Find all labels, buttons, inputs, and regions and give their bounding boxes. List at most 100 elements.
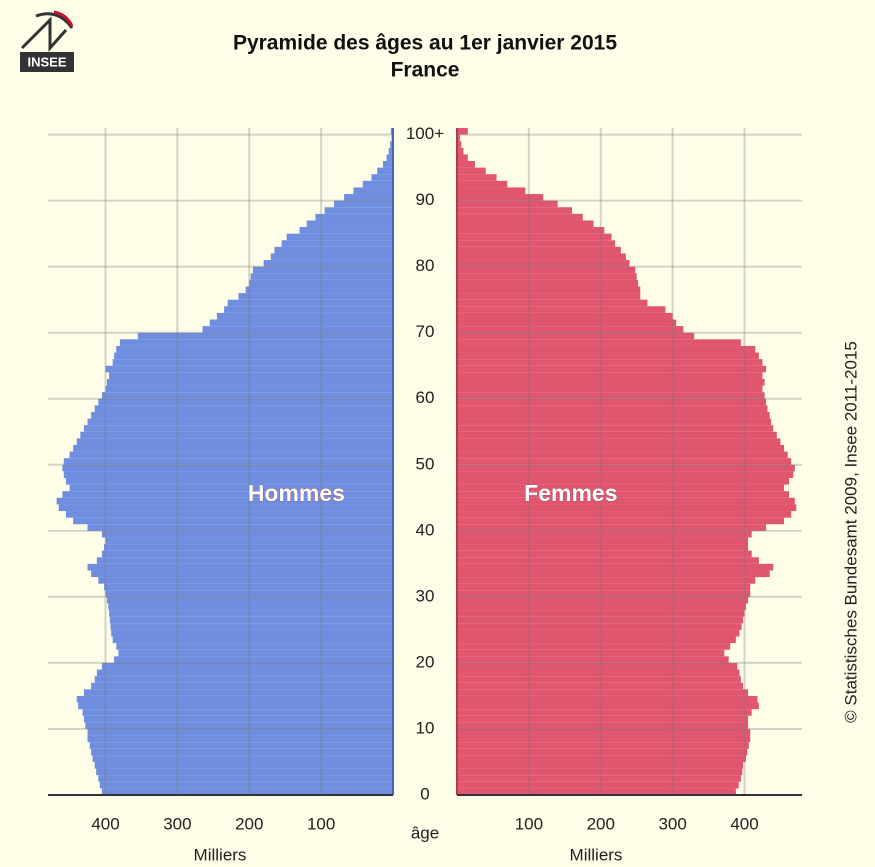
logo-text: INSEE <box>27 54 66 69</box>
bar <box>334 200 393 208</box>
bar <box>457 425 774 432</box>
bar <box>252 266 393 274</box>
bar <box>457 689 749 696</box>
bar <box>457 418 772 426</box>
bar <box>69 484 393 492</box>
bar <box>65 511 393 518</box>
bar <box>457 141 462 148</box>
bar <box>457 253 626 261</box>
bar <box>87 563 393 571</box>
bar <box>80 431 393 439</box>
x-tick-label: 100 <box>307 814 335 833</box>
bar <box>91 570 393 578</box>
bar <box>457 279 639 287</box>
bar <box>457 530 752 538</box>
bar <box>250 273 393 280</box>
x-tick-label: 200 <box>235 814 263 833</box>
bar <box>457 735 751 743</box>
bar <box>457 695 758 703</box>
bar <box>76 438 393 445</box>
bar <box>457 213 583 221</box>
bar <box>101 662 393 670</box>
credit: © Statistisches Bundesamt 2009, Insee 20… <box>841 341 860 723</box>
bar <box>457 260 630 267</box>
x-tick-label: 300 <box>163 814 191 833</box>
bar <box>299 227 393 234</box>
bar <box>56 497 393 505</box>
bar <box>63 458 393 465</box>
bar <box>457 722 749 729</box>
bar <box>457 458 792 465</box>
bar <box>457 392 765 399</box>
y-tick-label: 80 <box>416 256 435 275</box>
bar <box>457 610 745 617</box>
bar <box>96 669 393 677</box>
x-tick-label: 200 <box>587 814 615 833</box>
bar <box>371 174 393 181</box>
bar <box>457 378 765 386</box>
bar <box>457 405 768 412</box>
bar <box>137 332 393 340</box>
bar <box>87 524 393 531</box>
y-tick-label: 100+ <box>406 124 444 143</box>
bar <box>73 444 393 452</box>
bar <box>457 444 785 452</box>
bar <box>457 187 526 195</box>
bar <box>457 207 572 214</box>
bar <box>245 286 393 294</box>
bar <box>457 570 770 578</box>
bar <box>83 425 393 432</box>
bar <box>457 319 677 327</box>
bar <box>96 557 393 564</box>
bar <box>457 286 641 294</box>
bar <box>98 398 393 406</box>
bar <box>286 233 393 241</box>
bar <box>457 478 790 485</box>
bar <box>457 715 749 723</box>
bar <box>457 742 749 749</box>
bar <box>457 306 666 313</box>
bar <box>281 240 393 247</box>
bar <box>76 695 393 703</box>
bar <box>457 656 729 663</box>
bar <box>227 299 393 307</box>
bar <box>457 451 788 459</box>
bar <box>382 161 393 168</box>
bar <box>457 365 767 373</box>
bar <box>457 227 605 234</box>
y-tick-label: 10 <box>416 718 435 737</box>
y-tick-label: 70 <box>416 322 435 341</box>
bar <box>457 246 621 254</box>
bar <box>87 418 393 426</box>
bar <box>457 332 695 340</box>
bar <box>94 676 393 683</box>
bar <box>457 497 795 505</box>
x-axis-label: Milliers <box>194 845 247 864</box>
bar <box>105 385 393 393</box>
bar <box>111 629 393 637</box>
x-tick-label: 300 <box>658 814 686 833</box>
bar <box>457 147 464 155</box>
bar <box>110 623 393 630</box>
logo: INSEE <box>20 10 74 72</box>
bar <box>238 293 393 300</box>
bar <box>457 359 763 366</box>
bar <box>457 345 756 353</box>
bar <box>457 702 759 710</box>
bar <box>101 392 393 399</box>
bar <box>457 352 759 360</box>
bar <box>457 649 725 657</box>
x-axis-label: Milliers <box>570 845 623 864</box>
x-tick-label: 400 <box>730 814 758 833</box>
y-tick-label: 90 <box>416 190 435 209</box>
bar <box>101 550 393 558</box>
bar <box>362 180 393 188</box>
y-tick-label: 30 <box>416 586 435 605</box>
bar <box>306 220 393 228</box>
bar <box>457 775 741 782</box>
bar <box>457 220 594 228</box>
bar <box>390 128 393 135</box>
bar <box>457 398 767 406</box>
